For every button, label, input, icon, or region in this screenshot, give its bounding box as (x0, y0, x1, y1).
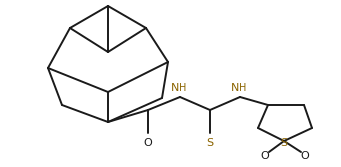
Text: O: O (144, 138, 152, 148)
Text: H: H (179, 83, 187, 93)
Text: N: N (171, 83, 179, 93)
Text: H: H (239, 83, 247, 93)
Text: N: N (231, 83, 239, 93)
Text: S: S (206, 138, 213, 148)
Text: S: S (280, 138, 287, 148)
Text: O: O (261, 151, 269, 161)
Text: O: O (301, 151, 309, 161)
